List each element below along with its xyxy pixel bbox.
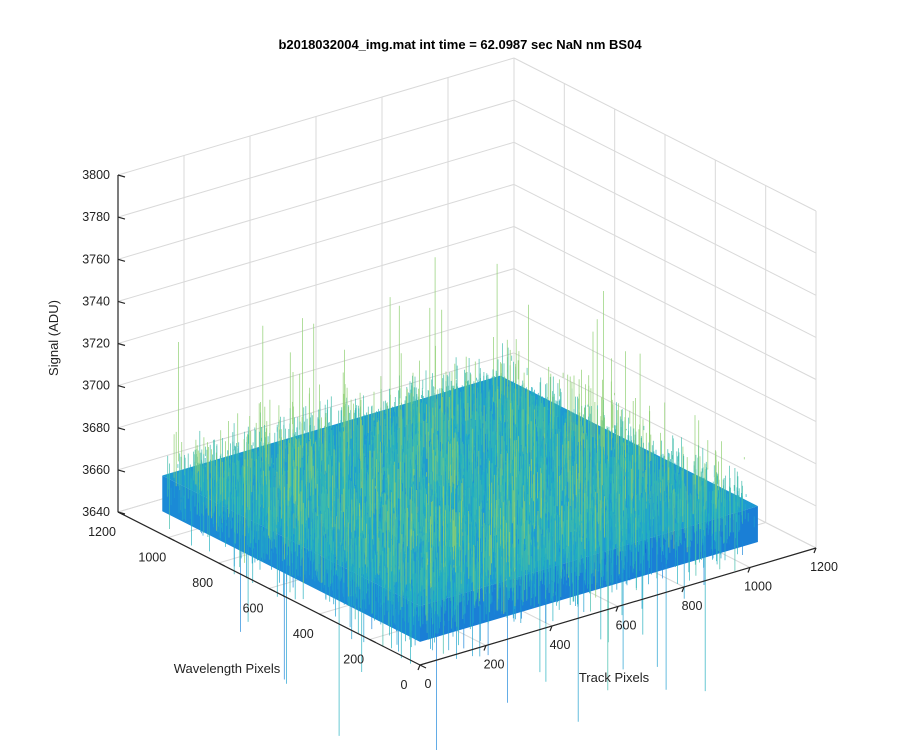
side-wall-grid-line (513, 226, 817, 380)
back-wall-grid-line (117, 57, 515, 176)
side-wall-grid-line (513, 99, 817, 254)
surface (162, 257, 758, 750)
back-wall-grid-line (117, 99, 515, 218)
back-wall-grid-line (117, 310, 515, 429)
side-wall-grid-line (513, 141, 817, 296)
side-wall-grid-line (513, 310, 817, 465)
back-wall-grid-line (117, 268, 515, 387)
side-wall-grid-line (513, 268, 817, 423)
side-wall-grid-line (513, 57, 817, 212)
back-wall-grid-line (117, 183, 515, 302)
back-wall-grid-line (117, 226, 515, 344)
back-wall-grid-line (117, 352, 515, 471)
side-wall-grid-line (513, 183, 817, 338)
back-wall-grid-line (117, 141, 515, 260)
